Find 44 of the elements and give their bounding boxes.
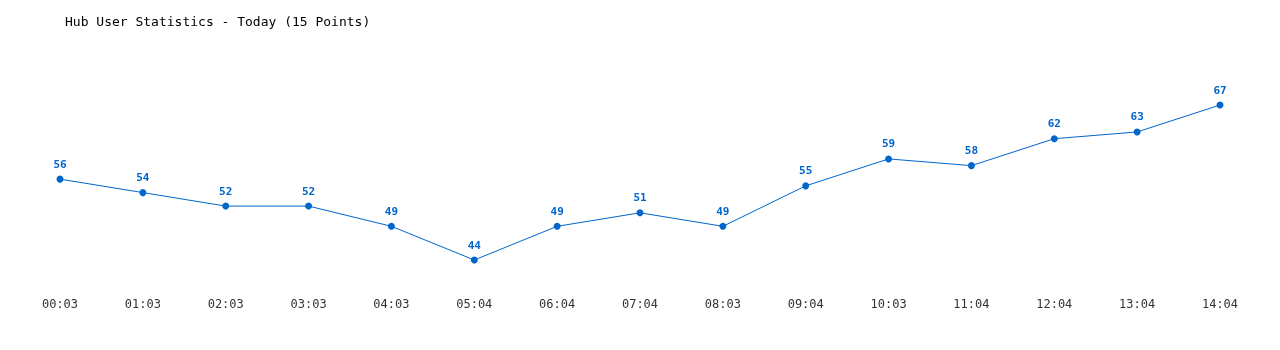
x-tick-label: 08:03 xyxy=(704,297,741,311)
data-label: 56 xyxy=(53,157,67,171)
data-label: 52 xyxy=(301,184,316,198)
data-label: 49 xyxy=(716,204,730,218)
point xyxy=(719,222,727,230)
data-label: 49 xyxy=(550,204,564,218)
x-tick-label: 04:03 xyxy=(373,297,410,311)
x-tick-label: 05:04 xyxy=(456,297,493,311)
x-tick-label: 07:04 xyxy=(621,297,659,311)
x-tick-label: 09:04 xyxy=(787,297,824,311)
data-label: 44 xyxy=(467,238,482,252)
point xyxy=(1050,135,1058,143)
point xyxy=(222,202,230,210)
data-label: 62 xyxy=(1047,117,1061,131)
data-label: 49 xyxy=(384,204,399,218)
x-tick-label: 02:03 xyxy=(207,297,244,311)
point xyxy=(885,155,893,163)
x-tick-label: 12:04 xyxy=(1036,297,1073,311)
x-tick-label: 06:04 xyxy=(539,297,576,311)
data-label: 55 xyxy=(799,164,813,178)
data-label: 58 xyxy=(964,144,979,158)
data-label: 63 xyxy=(1130,110,1144,124)
x-tick-label: 14:04 xyxy=(1201,297,1239,311)
data-label: 51 xyxy=(633,191,647,205)
x-tick-label: 00:03 xyxy=(41,297,79,311)
point xyxy=(387,222,395,230)
point xyxy=(967,162,975,170)
data-label: 52 xyxy=(219,184,233,198)
data-label: 67 xyxy=(1213,83,1227,97)
x-tick-label: 03:03 xyxy=(290,297,327,311)
point xyxy=(802,182,810,190)
point xyxy=(553,222,561,230)
point xyxy=(139,189,147,197)
x-tick-label: 13:04 xyxy=(1119,297,1156,311)
data-label: 54 xyxy=(136,171,150,185)
x-tick-label: 01:03 xyxy=(124,297,161,311)
point xyxy=(305,202,313,210)
point xyxy=(636,209,644,217)
data-label: 59 xyxy=(881,137,896,151)
x-tick-label: 10:03 xyxy=(870,297,907,311)
chart-title: Hub User Statistics - Today (15 Points) xyxy=(65,14,371,29)
point xyxy=(1133,128,1141,136)
point xyxy=(470,256,478,264)
x-tick-label: 11:04 xyxy=(953,297,990,311)
